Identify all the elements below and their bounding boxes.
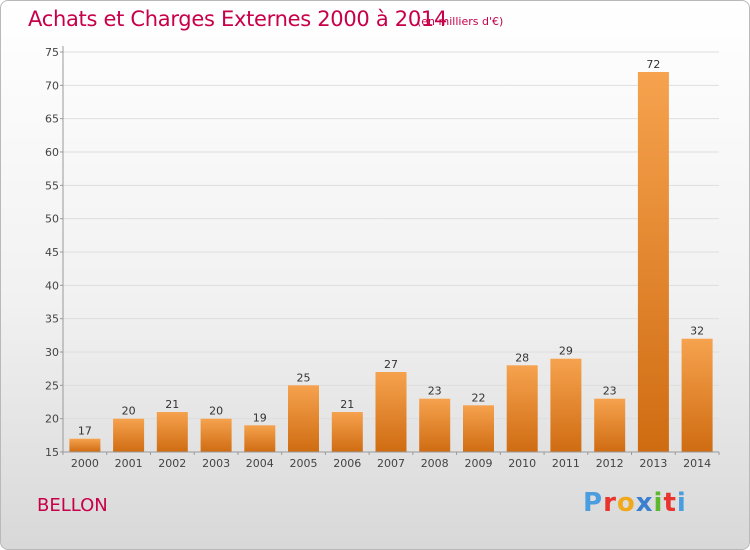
y-tick-label: 35 <box>45 313 59 326</box>
logo-letter: t <box>663 488 677 518</box>
logo-letter: i <box>653 488 664 518</box>
chart-subtitle: (en milliers d'€) <box>417 15 504 28</box>
bar <box>637 72 669 452</box>
y-tick-label: 15 <box>45 446 59 459</box>
bar <box>375 372 407 452</box>
x-tick-label: 2013 <box>639 457 667 470</box>
y-tick-label: 70 <box>45 79 59 92</box>
bar-value-label: 32 <box>690 325 704 338</box>
bar-value-label: 21 <box>340 398 354 411</box>
x-tick-label: 2012 <box>596 457 624 470</box>
bar <box>244 425 276 452</box>
y-tick-label: 30 <box>45 346 59 359</box>
bar-value-label: 20 <box>209 405 223 418</box>
bars <box>69 72 713 452</box>
bar <box>594 398 626 452</box>
bar <box>463 405 494 452</box>
x-tick-label: 2005 <box>290 457 318 470</box>
y-tick-label: 25 <box>45 379 59 392</box>
bar-value-label: 22 <box>472 391 486 404</box>
x-tick-label: 2003 <box>202 457 230 470</box>
x-tick-label: 2007 <box>377 457 405 470</box>
bar <box>288 385 319 452</box>
logo-letter: P <box>583 488 604 518</box>
bar-value-label: 72 <box>646 58 660 71</box>
bar-value-label: 17 <box>78 425 92 438</box>
bar-value-label: 21 <box>165 398 179 411</box>
x-tick-label: 2004 <box>246 457 274 470</box>
y-tick-label: 55 <box>45 179 59 192</box>
logo-letter: o <box>616 488 636 518</box>
x-tick-label: 2008 <box>421 457 449 470</box>
bar <box>200 418 232 452</box>
bar-value-label: 23 <box>428 385 442 398</box>
bar <box>113 418 145 452</box>
y-tick-label: 45 <box>45 246 59 259</box>
bar <box>681 338 713 452</box>
x-tick-label: 2000 <box>71 457 99 470</box>
bar <box>550 358 582 452</box>
commune-name: BELLON <box>37 495 108 516</box>
logo-letter: i <box>676 488 687 518</box>
bar-value-label: 29 <box>559 345 573 358</box>
bar <box>331 412 363 452</box>
y-tick-label: 40 <box>45 279 59 292</box>
bar-value-label: 28 <box>515 351 529 364</box>
logo-letter: x <box>635 488 654 518</box>
x-tick-label: 2006 <box>333 457 361 470</box>
bar <box>506 365 538 452</box>
bar-value-label: 20 <box>122 405 136 418</box>
bar <box>69 438 101 452</box>
y-tick-label: 20 <box>45 413 59 426</box>
x-tick-label: 2002 <box>158 457 186 470</box>
labels: 15 20 25 30 35 40 45 50 55 60 65 70 75 17 2000 20 2001 21… <box>45 46 711 470</box>
axes <box>60 46 720 455</box>
bar <box>156 412 188 452</box>
bar <box>419 398 451 452</box>
bar-value-label: 19 <box>253 411 267 424</box>
logo-letter: r <box>603 488 617 518</box>
x-tick-label: 2014 <box>683 457 711 470</box>
proxiti-logo: Proxiti <box>583 488 687 518</box>
bar-value-label: 23 <box>603 385 617 398</box>
x-tick-label: 2010 <box>508 457 536 470</box>
y-tick-label: 60 <box>45 146 59 159</box>
bar-value-label: 27 <box>384 358 398 371</box>
chart-title: Achats et Charges Externes 2000 à 2014 <box>28 7 448 31</box>
y-tick-label: 65 <box>45 113 59 126</box>
y-tick-label: 75 <box>45 46 59 59</box>
x-tick-label: 2011 <box>552 457 580 470</box>
bar-value-label: 25 <box>297 371 311 384</box>
y-tick-label: 50 <box>45 213 59 226</box>
x-tick-label: 2001 <box>115 457 143 470</box>
x-tick-label: 2009 <box>465 457 493 470</box>
